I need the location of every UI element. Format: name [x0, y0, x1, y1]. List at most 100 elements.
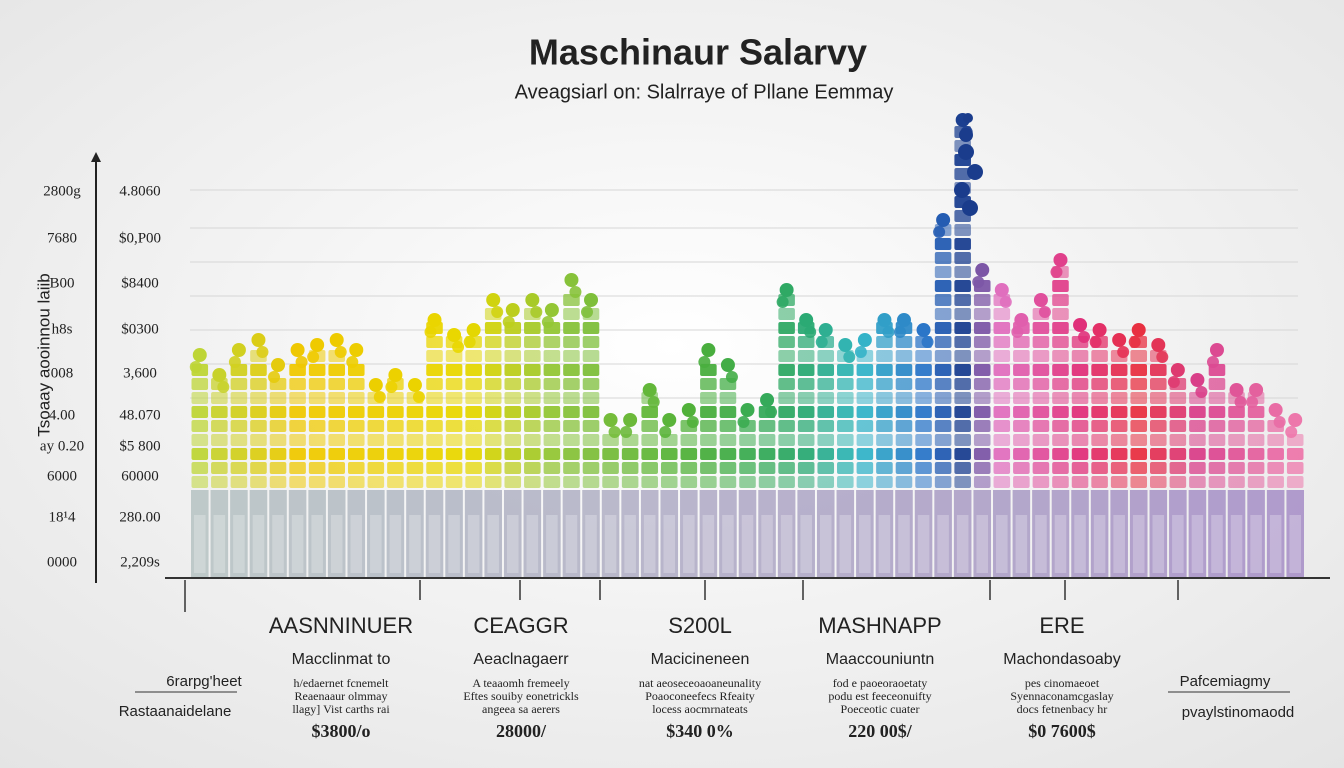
dot-cell	[426, 406, 443, 418]
dot-cell	[602, 448, 619, 460]
dot-cell	[778, 448, 795, 460]
dot-cell	[1052, 406, 1069, 418]
dot-cell	[308, 434, 326, 446]
dot-cell	[837, 462, 854, 474]
dot-cell	[1130, 364, 1148, 376]
base-stripe	[213, 515, 226, 573]
dot-cell	[817, 364, 835, 376]
dot-cell	[1286, 448, 1304, 460]
axis-label-left: 0000	[47, 554, 77, 570]
dot-cell	[876, 392, 893, 404]
top-dot	[659, 426, 672, 438]
dot-cell	[250, 434, 267, 446]
top-dot	[1038, 306, 1051, 318]
dot-cell	[680, 434, 698, 446]
dot-cell	[582, 462, 600, 474]
dot-cell	[211, 448, 228, 460]
dot-cell	[543, 462, 561, 474]
dot-cell	[797, 462, 815, 474]
dot-cell	[1169, 420, 1187, 432]
dot-cell	[700, 378, 717, 390]
group-line: nat aeoseceoaoaneunality	[639, 676, 761, 690]
dot-cell	[524, 434, 541, 446]
dot-cell	[856, 406, 874, 418]
top-dot	[368, 378, 383, 392]
dot-cell	[230, 476, 248, 488]
dot-cell	[895, 378, 913, 390]
dot-cell	[915, 406, 932, 418]
side-label: pvaylstinomaodd	[1182, 704, 1295, 721]
dot-cell	[1071, 420, 1089, 432]
dot-cell	[934, 392, 952, 404]
top-dot	[466, 323, 481, 337]
group-heading: CEAGGR	[473, 613, 568, 638]
dot-cell	[445, 476, 463, 488]
dot-cell	[993, 364, 1011, 376]
dot-cell	[954, 434, 971, 446]
dot-cell	[543, 378, 561, 390]
dot-columns	[189, 113, 1304, 578]
dot-cell	[387, 392, 404, 404]
base-cell	[875, 490, 894, 578]
dot-cell	[1228, 476, 1245, 488]
base-cell	[680, 490, 698, 578]
dot-cell	[484, 364, 502, 376]
dot-cell	[426, 448, 443, 460]
dot-cell	[191, 448, 209, 460]
dot-cell	[954, 406, 971, 418]
dot-cell	[1247, 406, 1265, 418]
dot-cell	[660, 462, 678, 474]
dot-cell	[797, 336, 815, 348]
base-cell	[738, 490, 757, 578]
top-dot	[838, 338, 853, 352]
base-stripe	[526, 515, 539, 573]
dot-cell	[543, 476, 561, 488]
dot-cell	[876, 448, 893, 460]
top-dot	[584, 293, 599, 307]
dot-cell	[367, 476, 385, 488]
base-cell	[1286, 490, 1304, 578]
top-dot	[373, 391, 386, 403]
dot-cell	[484, 322, 502, 334]
dot-cell	[993, 392, 1011, 404]
dot-cell	[426, 462, 443, 474]
dot-cell	[817, 448, 835, 460]
dot-cell	[484, 392, 502, 404]
dot-cell	[328, 378, 345, 390]
top-dot	[962, 200, 978, 216]
dot-cell	[817, 406, 835, 418]
axis-label-right: $8400	[121, 275, 159, 291]
dot-cell	[1130, 406, 1148, 418]
base-cell	[1051, 490, 1070, 578]
dot-cell	[543, 420, 561, 432]
dot-cell	[1169, 462, 1187, 474]
dot-cell	[367, 420, 385, 432]
dot-cell	[1208, 420, 1226, 432]
dot-cell	[465, 462, 482, 474]
dot-cell	[543, 350, 561, 362]
base-stripe	[1054, 515, 1067, 573]
dot-cell	[406, 434, 424, 446]
dot-cell	[1267, 476, 1284, 488]
top-dot	[1170, 363, 1185, 377]
base-stripe	[604, 515, 617, 573]
top-dot	[686, 416, 699, 428]
dot-cell	[328, 392, 345, 404]
axis-label-right: $0300	[121, 321, 159, 337]
dot-cell	[1150, 392, 1167, 404]
dot-cell	[973, 406, 991, 418]
top-dot	[1151, 338, 1166, 352]
dot-cell	[289, 476, 306, 488]
top-dot	[1089, 336, 1102, 348]
dot-cell	[1052, 336, 1069, 348]
top-dot	[212, 368, 227, 382]
dot-cell	[876, 364, 893, 376]
dot-cell	[1247, 476, 1265, 488]
dot-cell	[308, 476, 326, 488]
dot-cell	[1032, 406, 1050, 418]
base-stripe	[976, 515, 989, 573]
axis-label-right: 4.8060	[119, 183, 160, 199]
top-dot	[642, 383, 657, 397]
dot-cell	[230, 406, 248, 418]
dot-cell	[797, 406, 815, 418]
